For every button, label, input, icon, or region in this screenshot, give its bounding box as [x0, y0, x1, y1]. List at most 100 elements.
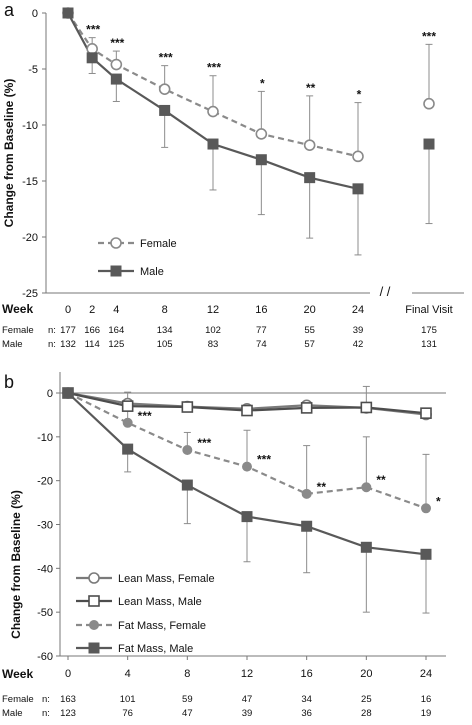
n-value-a: 132 — [60, 339, 76, 350]
data-point-fat-mass-female — [421, 503, 431, 514]
n-value-b: 34 — [301, 694, 312, 705]
n-value-a: 74 — [256, 339, 267, 350]
n-value-a: 166 — [84, 325, 100, 336]
n-value-a: 55 — [304, 325, 315, 336]
y-tick-label-b: -50 — [37, 607, 53, 619]
n-value-a: 134 — [157, 325, 173, 336]
data-point-lean-mass-male — [181, 401, 194, 413]
data-point-male — [110, 73, 122, 85]
y-tick-label-a: -20 — [22, 232, 38, 244]
data-point-fat-mass-male — [420, 548, 432, 560]
n-value-a: 42 — [353, 339, 364, 350]
data-point-male — [62, 7, 74, 19]
n-value-b: 36 — [301, 708, 312, 719]
legend-marker-b — [88, 642, 100, 654]
y-tick-label-a: -5 — [28, 64, 38, 76]
legend-marker-b — [88, 572, 100, 584]
legend-marker-female — [110, 237, 122, 249]
data-point-male — [255, 154, 267, 166]
n-header-a: n: — [48, 339, 56, 350]
y-axis-title-b: Change from Baseline (%) — [9, 490, 23, 639]
x-axis-title-a: Week — [2, 302, 33, 316]
y-axis-title-a: Change from Baseline (%) — [2, 79, 16, 228]
x-tick-label-a: 20 — [304, 304, 316, 316]
data-point-fat-mass-male — [62, 387, 74, 399]
n-value-b: 47 — [242, 694, 253, 705]
n-value-a-final: 175 — [421, 325, 437, 336]
n-header-a: n: — [48, 325, 56, 336]
n-value-b: 123 — [60, 708, 76, 719]
y-tick-label-a: -25 — [22, 288, 38, 300]
y-tick-label-b: -40 — [37, 563, 53, 575]
y-tick-label-a: -15 — [22, 176, 38, 188]
y-tick-label-b: -20 — [37, 476, 53, 488]
panel-label-a: a — [4, 0, 15, 20]
panel-label-b: b — [4, 372, 14, 392]
data-point-fat-mass-female — [301, 488, 312, 499]
n-value-a: 39 — [353, 325, 364, 336]
n-value-a: 114 — [85, 339, 100, 350]
x-tick-label-a: 12 — [207, 304, 219, 316]
n-value-a: 105 — [157, 339, 173, 350]
significance-b: *** — [138, 409, 152, 423]
x-tick-label-b: 24 — [420, 668, 432, 680]
significance-b: *** — [197, 436, 211, 450]
data-point-lean-mass-male — [360, 401, 373, 414]
significance-a: ** — [306, 81, 316, 95]
data-point-male — [352, 183, 364, 195]
data-point-female — [352, 150, 364, 163]
data-point-fat-mass-female — [361, 482, 372, 493]
data-point-fat-mass-male — [360, 541, 372, 553]
n-header-b: n: — [42, 694, 50, 705]
n-value-b: 59 — [182, 694, 193, 705]
x-tick-label-a: 24 — [352, 304, 364, 316]
legend-marker-male — [110, 265, 122, 277]
data-point-female — [255, 128, 268, 140]
final-visit-point-male — [423, 138, 435, 150]
n-value-b: 47 — [182, 708, 193, 719]
significance-b: ** — [376, 473, 386, 487]
legend-label-b: Fat Mass, Male — [118, 643, 193, 655]
data-point-fat-mass-male — [241, 511, 253, 523]
n-value-b: 28 — [361, 708, 372, 719]
data-point-female — [207, 105, 219, 118]
n-value-b: 163 — [60, 694, 76, 705]
x-axis-title-b: Week — [2, 667, 33, 681]
legend-marker-b — [89, 620, 99, 630]
data-point-fat-mass-female — [182, 444, 193, 455]
x-tick-label-b: 0 — [65, 668, 71, 680]
n-value-a: 83 — [208, 339, 219, 350]
x-tick-label-a: 2 — [89, 304, 95, 316]
data-point-female — [158, 83, 171, 95]
legend-label-b: Lean Mass, Male — [118, 596, 202, 608]
data-point-lean-mass-male — [241, 404, 253, 417]
data-point-fat-mass-male — [181, 479, 193, 491]
significance-b: * — [436, 494, 441, 508]
n-value-b: 101 — [120, 694, 136, 705]
n-value-a: 125 — [108, 339, 124, 350]
data-point-male — [304, 172, 316, 184]
legend-label-b: Fat Mass, Female — [118, 620, 206, 632]
significance-a: *** — [159, 51, 173, 65]
x-tick-label-b: 4 — [125, 668, 131, 680]
x-tick-label-a: 16 — [255, 304, 267, 316]
n-value-a: 102 — [205, 325, 221, 336]
final-visit-label: Final Visit — [405, 304, 452, 316]
data-point-male — [86, 52, 98, 64]
n-value-b: 19 — [421, 708, 432, 719]
data-point-female — [303, 139, 316, 151]
legend-label-b: Lean Mass, Female — [118, 573, 215, 585]
x-tick-label-a: 8 — [162, 304, 168, 316]
series-line-female — [67, 12, 359, 158]
y-tick-label-a: -10 — [22, 120, 38, 132]
n-value-b: 25 — [361, 694, 372, 705]
n-value-a: 177 — [60, 325, 76, 336]
data-point-male — [207, 138, 219, 150]
x-tick-label-b: 8 — [184, 668, 190, 680]
data-point-fat-mass-male — [122, 443, 134, 455]
y-tick-label-b: -30 — [37, 520, 53, 532]
n-row-label-a: Male — [2, 339, 23, 350]
legend-label-female: Female — [140, 238, 177, 250]
